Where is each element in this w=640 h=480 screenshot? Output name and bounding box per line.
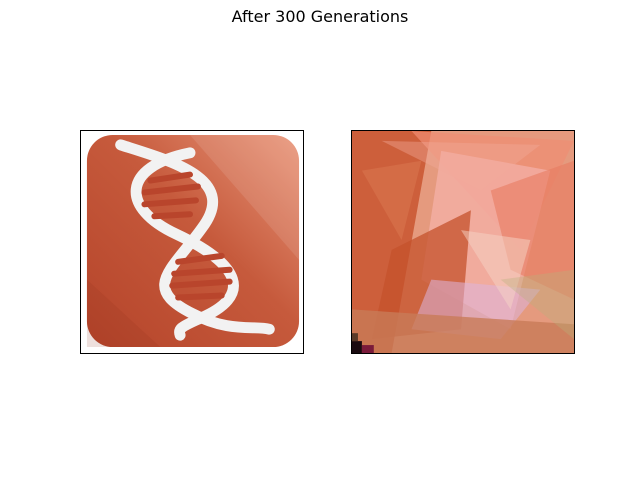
evolved-polygon-image xyxy=(352,131,574,353)
evolved-image-panel xyxy=(351,130,575,354)
figure-title: After 300 Generations xyxy=(231,7,409,26)
target-image-panel xyxy=(80,130,304,354)
helix-rungs xyxy=(141,171,233,301)
dna-helix-icon xyxy=(81,131,303,353)
